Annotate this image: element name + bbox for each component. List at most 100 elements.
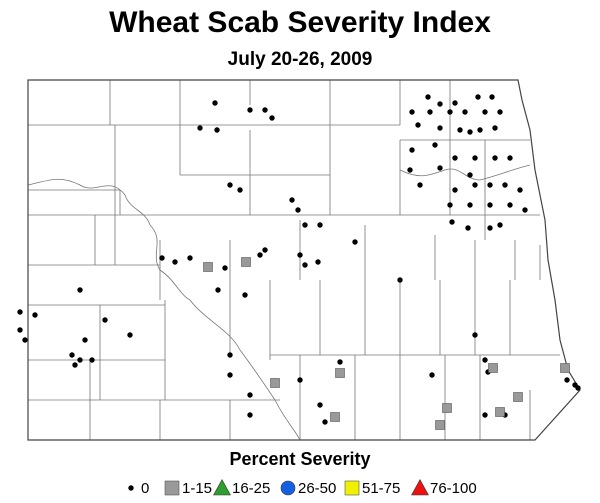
dot-symbol	[482, 109, 488, 115]
state-outline	[27, 79, 581, 441]
dot-symbol	[575, 385, 581, 391]
dot-symbol	[425, 94, 431, 100]
dot-symbol	[22, 337, 28, 343]
dot-symbol	[302, 262, 308, 268]
dot-symbol	[82, 337, 88, 343]
dot-symbol	[472, 182, 478, 188]
dot-symbol	[247, 392, 253, 398]
dot-symbol	[507, 155, 513, 161]
dot-symbol	[415, 122, 421, 128]
square-symbol	[435, 420, 445, 430]
dot-symbol	[247, 107, 253, 113]
dot-symbol	[409, 109, 415, 115]
dot-symbol	[487, 225, 493, 231]
dot-symbol	[17, 327, 23, 333]
dot-symbol	[482, 412, 488, 418]
dot-symbol	[315, 259, 321, 265]
dot-symbol	[72, 362, 78, 368]
dot-symbol	[437, 165, 443, 171]
dot-symbol	[262, 107, 268, 113]
dot-symbol	[352, 239, 358, 245]
dot-symbol	[397, 277, 403, 283]
dot-symbol	[77, 357, 83, 363]
square-symbol	[344, 480, 360, 496]
dot-symbol	[417, 182, 423, 188]
legend-label: 76-100	[430, 480, 477, 497]
square-symbol	[270, 378, 280, 388]
dot-symbol	[227, 372, 233, 378]
dot-symbol	[214, 127, 220, 133]
dot-symbol	[475, 94, 481, 100]
circle-symbol	[280, 480, 296, 496]
dot-symbol	[222, 265, 228, 271]
dot-symbol	[128, 485, 134, 491]
legend-title: Percent Severity	[229, 449, 370, 469]
dot-symbol	[257, 252, 263, 258]
dot-symbol	[429, 372, 435, 378]
square-symbol	[164, 480, 180, 496]
dot-symbol	[317, 402, 323, 408]
square-symbol	[495, 407, 505, 417]
dot-symbol	[465, 225, 471, 231]
dot-symbol	[295, 207, 301, 213]
dot-symbol	[215, 287, 221, 293]
dot-symbol	[242, 292, 248, 298]
legend: 0 1-15 16-25 26-50 51-75 76-100	[128, 478, 477, 497]
dot-symbol	[489, 94, 495, 100]
dot-symbol	[497, 222, 503, 228]
dot-symbol	[262, 247, 268, 253]
dot-symbol	[269, 115, 275, 121]
dot-symbol	[467, 202, 473, 208]
dot-symbol	[317, 222, 323, 228]
triangle-symbol	[411, 478, 429, 496]
dot-symbol	[102, 317, 108, 323]
dot-symbol	[337, 359, 343, 365]
dot-symbol	[462, 109, 468, 115]
dot-symbol	[477, 127, 483, 133]
dot-symbol	[482, 357, 488, 363]
legend-label: 51-75	[362, 480, 400, 497]
dot-symbol	[302, 222, 308, 228]
triangle-symbol	[213, 478, 231, 496]
dot-symbol	[172, 259, 178, 265]
dot-symbol	[457, 127, 463, 133]
dot-symbol	[432, 142, 438, 148]
dot-symbol	[297, 252, 303, 258]
dot-symbol	[427, 109, 433, 115]
dot-symbol	[497, 109, 503, 115]
dot-symbol	[227, 352, 233, 358]
dot-symbol	[289, 197, 295, 203]
dot-symbol	[247, 412, 253, 418]
dot-symbol	[467, 172, 473, 178]
square-symbol	[203, 262, 213, 272]
dot-symbol	[297, 377, 303, 383]
square-symbol	[442, 403, 452, 413]
dot-symbol	[32, 312, 38, 318]
square-symbol	[488, 363, 498, 373]
dot-symbol	[437, 125, 443, 131]
dot-symbol	[409, 147, 415, 153]
map-subtitle: July 20-26, 2009	[228, 49, 373, 70]
legend-label: 0	[141, 480, 149, 497]
dot-symbol	[492, 125, 498, 131]
dot-symbol	[437, 101, 443, 107]
dot-symbol	[467, 129, 473, 135]
dot-symbol	[197, 125, 203, 131]
dot-symbol	[472, 332, 478, 338]
county-lines	[27, 80, 560, 441]
square-symbol	[241, 257, 251, 267]
dot-symbol	[487, 182, 493, 188]
dot-symbol	[447, 202, 453, 208]
dot-symbol	[492, 155, 498, 161]
square-symbol	[513, 392, 523, 402]
dot-symbol	[159, 255, 165, 261]
dot-symbol	[227, 182, 233, 188]
dot-symbol	[452, 187, 458, 193]
square-symbol	[560, 363, 570, 373]
dot-symbol	[507, 202, 513, 208]
dot-symbol	[487, 202, 493, 208]
square-symbol	[330, 412, 340, 422]
dot-symbol	[89, 357, 95, 363]
dot-symbol	[452, 155, 458, 161]
